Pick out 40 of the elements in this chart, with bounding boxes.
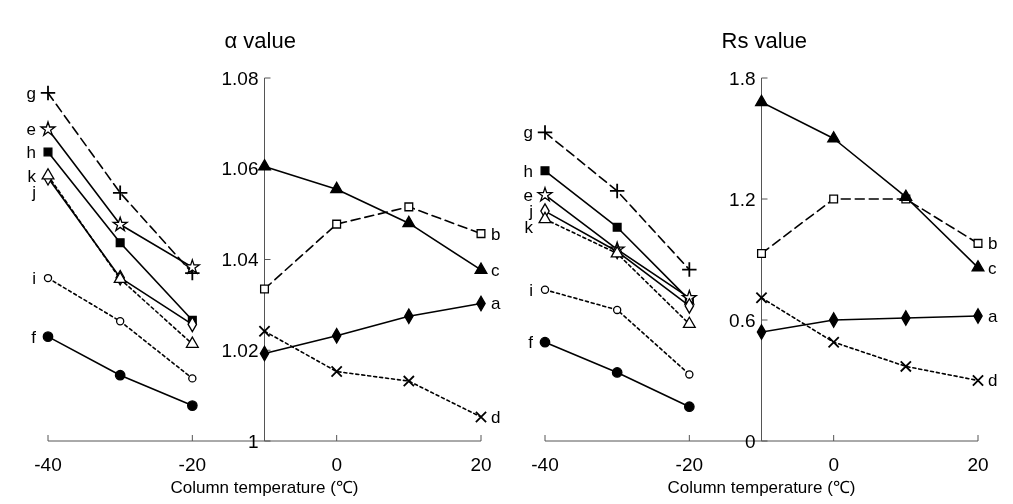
series-label: g [523, 123, 533, 143]
series-label: d [491, 407, 501, 427]
y-tick-label: 1.06 [221, 158, 259, 180]
y-tick-label: 1.08 [221, 67, 259, 89]
series-label: d [988, 371, 998, 391]
y-tick-label: 0.6 [729, 309, 756, 331]
x-tick-label: -20 [675, 454, 704, 475]
series-label: a [988, 306, 998, 326]
x-tick-label: -40 [34, 454, 62, 475]
x-tick-label: 0 [331, 454, 342, 475]
series-label: c [988, 258, 997, 278]
y-tick-label: 1.04 [221, 249, 259, 271]
series-label: b [988, 234, 998, 254]
series-label: c [491, 260, 500, 280]
y-tick-label: 1.2 [729, 188, 756, 210]
series-label: i [529, 280, 533, 300]
x-tick-label: -40 [531, 454, 559, 475]
series-label: h [523, 161, 533, 181]
x-tick-label: 20 [470, 454, 492, 475]
x-tick-label: -20 [178, 454, 207, 475]
y-tick-label: 1 [247, 430, 259, 452]
series-label: j [528, 202, 533, 222]
x-tick-label: 0 [828, 454, 839, 475]
x-axis-title: Column temperature (℃) [667, 478, 856, 497]
y-tick-label: 0 [744, 430, 756, 452]
series-label: g [26, 83, 36, 103]
series-label: e [26, 120, 36, 140]
series-label: a [491, 294, 501, 314]
series-label: f [528, 333, 534, 353]
y-tick-label: 1.02 [221, 339, 259, 361]
x-tick-label: 20 [967, 454, 989, 475]
x-axis-title: Column temperature (℃) [170, 478, 359, 497]
series-label: f [31, 327, 37, 347]
series-label: h [26, 142, 36, 162]
y-tick-label: 1.8 [729, 67, 756, 89]
series-label: e [523, 185, 533, 205]
chart-title: Rs value [721, 28, 808, 53]
chart-title: α value [224, 28, 296, 53]
series-label: i [32, 269, 36, 289]
series-label: b [491, 224, 501, 244]
